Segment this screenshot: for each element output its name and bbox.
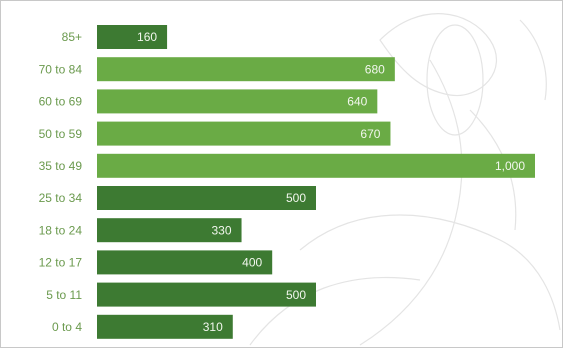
background-sketch [249,13,561,346]
bar [97,314,233,339]
category-label: 0 to 4 [52,320,82,334]
bar [97,186,316,210]
category-label: 60 to 69 [39,95,83,109]
category-label: 18 to 24 [39,223,83,237]
category-label: 70 to 84 [39,62,83,76]
category-label: 50 to 59 [39,127,83,141]
value-label: 400 [242,256,262,270]
category-label: 35 to 49 [39,159,83,173]
value-label: 640 [347,95,367,109]
category-label: 25 to 34 [39,191,83,205]
category-label: 12 to 17 [39,256,83,270]
bar [97,218,242,243]
bar [97,282,316,307]
value-label: 680 [365,62,385,76]
bar [97,250,273,275]
value-label: 1,000 [495,159,525,173]
value-label: 500 [286,191,306,205]
bar [97,57,395,82]
bar [97,89,378,114]
value-label: 310 [203,320,223,334]
value-label: 670 [360,127,380,141]
bar [97,153,535,178]
value-label: 160 [137,30,157,44]
category-label: 85+ [62,30,82,44]
value-label: 500 [286,288,306,302]
value-label: 330 [212,223,232,237]
category-label: 5 to 11 [46,288,82,302]
bar [97,25,168,49]
bar [97,121,391,146]
